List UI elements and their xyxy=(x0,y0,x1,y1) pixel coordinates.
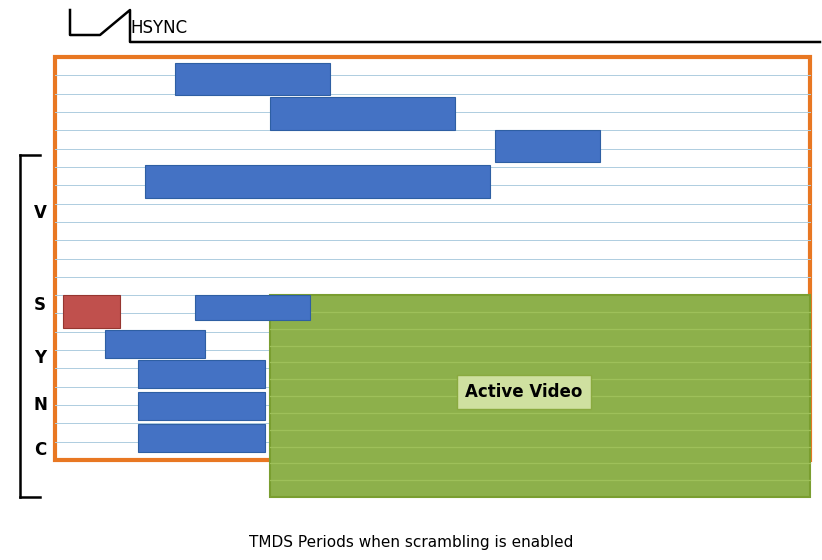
Text: S: S xyxy=(34,296,46,314)
Bar xyxy=(495,130,600,162)
Text: Active Video: Active Video xyxy=(465,383,583,401)
Bar xyxy=(105,330,205,358)
Bar xyxy=(63,295,120,328)
Bar xyxy=(195,295,310,320)
Text: HSYNC: HSYNC xyxy=(130,19,187,37)
Bar xyxy=(175,63,330,95)
Bar xyxy=(145,165,490,198)
Text: V: V xyxy=(34,204,46,222)
Bar xyxy=(138,392,265,420)
Text: C: C xyxy=(34,441,46,459)
Text: N: N xyxy=(33,396,47,414)
Bar xyxy=(270,295,810,497)
Bar xyxy=(55,57,810,460)
Bar xyxy=(138,360,265,388)
Text: Y: Y xyxy=(34,349,46,367)
Bar xyxy=(270,97,455,130)
Bar xyxy=(138,424,265,452)
Text: TMDS Periods when scrambling is enabled: TMDS Periods when scrambling is enabled xyxy=(249,534,573,549)
